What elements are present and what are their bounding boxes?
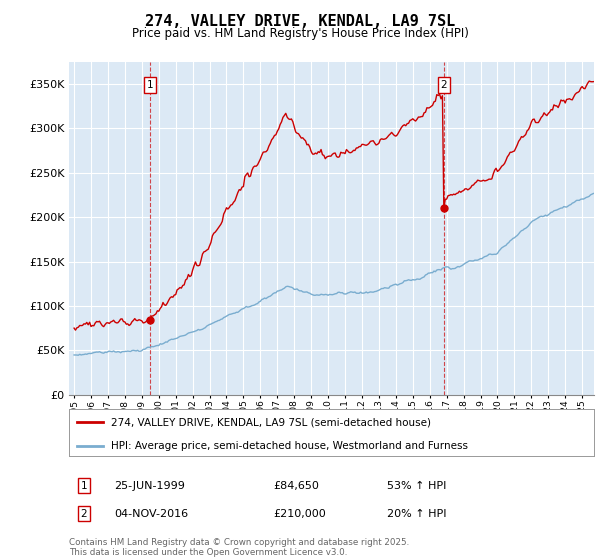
Text: 25-JUN-1999: 25-JUN-1999 <box>114 480 185 491</box>
Text: 1: 1 <box>80 480 88 491</box>
Text: 1: 1 <box>146 80 153 90</box>
Text: 274, VALLEY DRIVE, KENDAL, LA9 7SL (semi-detached house): 274, VALLEY DRIVE, KENDAL, LA9 7SL (semi… <box>111 417 431 427</box>
Text: 04-NOV-2016: 04-NOV-2016 <box>114 508 188 519</box>
Text: 53% ↑ HPI: 53% ↑ HPI <box>387 480 446 491</box>
Text: Contains HM Land Registry data © Crown copyright and database right 2025.
This d: Contains HM Land Registry data © Crown c… <box>69 538 409 557</box>
Text: HPI: Average price, semi-detached house, Westmorland and Furness: HPI: Average price, semi-detached house,… <box>111 441 468 451</box>
Text: 20% ↑ HPI: 20% ↑ HPI <box>387 508 446 519</box>
Text: £84,650: £84,650 <box>273 480 319 491</box>
Text: 274, VALLEY DRIVE, KENDAL, LA9 7SL: 274, VALLEY DRIVE, KENDAL, LA9 7SL <box>145 14 455 29</box>
Text: 2: 2 <box>440 80 447 90</box>
Text: Price paid vs. HM Land Registry's House Price Index (HPI): Price paid vs. HM Land Registry's House … <box>131 27 469 40</box>
Text: 2: 2 <box>80 508 88 519</box>
Text: £210,000: £210,000 <box>273 508 326 519</box>
